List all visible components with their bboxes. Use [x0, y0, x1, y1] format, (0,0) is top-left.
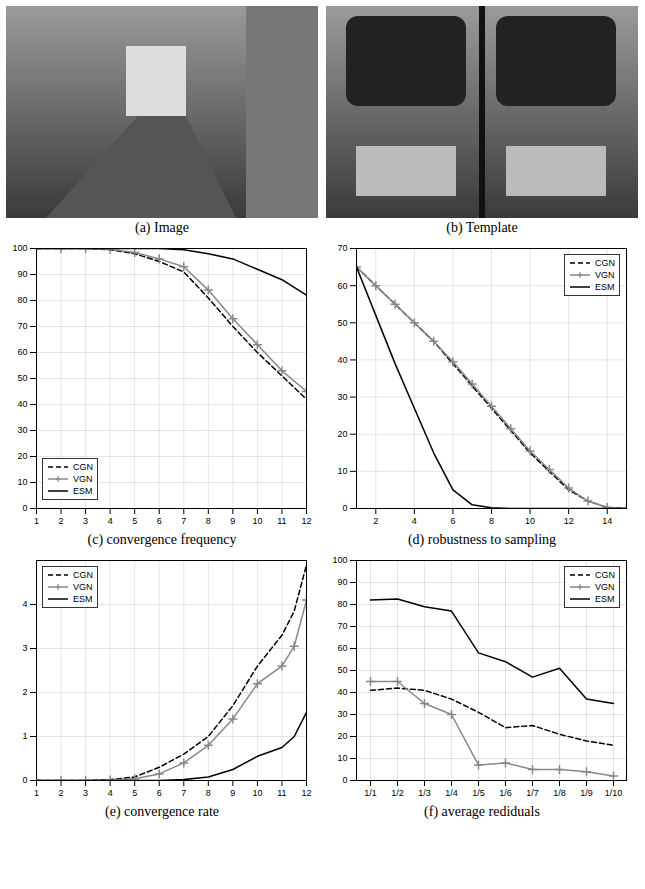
html-text:ESM: ESM	[73, 486, 93, 496]
svg-text:1: 1	[22, 731, 27, 741]
svg-text:30: 30	[337, 392, 347, 402]
svg-text:20: 20	[337, 731, 347, 741]
svg-text:10: 10	[337, 753, 347, 763]
svg-text:60: 60	[337, 643, 347, 653]
html-text:VGN: VGN	[73, 474, 93, 484]
html-text:(f) average rediduals: (f) average rediduals	[424, 804, 540, 819]
svg-text:2: 2	[373, 516, 378, 526]
svg-text:4: 4	[22, 599, 27, 609]
svg-text:60: 60	[17, 347, 27, 357]
html-text:CGN: CGN	[73, 570, 93, 580]
svg-text:8: 8	[489, 516, 494, 526]
html-text:(a) Image: (a) Image	[135, 220, 189, 235]
html-text:CGN: CGN	[595, 570, 615, 580]
svg-text:40: 40	[337, 355, 347, 365]
svg-text:80: 80	[17, 295, 27, 305]
svg-text:100: 100	[332, 555, 347, 565]
svg-text:12: 12	[564, 516, 574, 526]
svg-text:1/2: 1/2	[391, 788, 404, 798]
svg-text:3: 3	[83, 516, 88, 526]
svg-text:8: 8	[206, 516, 211, 526]
svg-text:10: 10	[525, 516, 535, 526]
html-text:VGN: VGN	[73, 582, 93, 592]
svg-text:4: 4	[412, 516, 417, 526]
svg-text:40: 40	[17, 399, 27, 409]
html-text:ESM: ESM	[595, 594, 615, 604]
svg-text:80: 80	[337, 599, 347, 609]
svg-text:50: 50	[337, 318, 347, 328]
html-text:ESM: ESM	[73, 594, 93, 604]
svg-text:90: 90	[17, 269, 27, 279]
html-text:(b) Template: (b) Template	[446, 220, 518, 235]
svg-text:0: 0	[22, 503, 27, 513]
html-text:CGN: CGN	[73, 462, 93, 472]
svg-text:70: 70	[337, 621, 347, 631]
html-text:CGN: CGN	[595, 258, 615, 268]
svg-text:4: 4	[108, 788, 113, 798]
svg-text:11: 11	[277, 788, 286, 798]
svg-text:3: 3	[83, 788, 88, 798]
svg-text:1/3: 1/3	[418, 788, 431, 798]
svg-text:20: 20	[17, 451, 27, 461]
svg-text:4: 4	[108, 516, 113, 526]
svg-text:40: 40	[337, 687, 347, 697]
html-text:(d) robustness to sampling: (d) robustness to sampling	[407, 532, 557, 547]
svg-text:70: 70	[17, 321, 27, 331]
svg-text:1/10: 1/10	[605, 788, 623, 798]
svg-text:6: 6	[157, 516, 162, 526]
svg-text:10: 10	[17, 477, 27, 487]
svg-text:70: 70	[337, 243, 347, 253]
svg-text:1/4: 1/4	[445, 788, 458, 798]
svg-text:1/8: 1/8	[553, 788, 566, 798]
svg-text:1: 1	[34, 788, 39, 798]
svg-text:5: 5	[132, 516, 137, 526]
svg-text:14: 14	[602, 516, 612, 526]
svg-text:10: 10	[252, 516, 262, 526]
svg-text:9: 9	[230, 788, 235, 798]
svg-text:9: 9	[230, 516, 235, 526]
html-text:VGN: VGN	[595, 582, 615, 592]
svg-text:1/5: 1/5	[472, 788, 485, 798]
svg-text:7: 7	[181, 516, 186, 526]
svg-text:12: 12	[301, 516, 311, 526]
svg-text:1/6: 1/6	[499, 788, 512, 798]
svg-text:12: 12	[301, 788, 311, 798]
svg-text:2: 2	[59, 516, 64, 526]
html-text:(c) convergence frequency: (c) convergence frequency	[87, 532, 237, 547]
svg-text:3: 3	[22, 643, 27, 653]
svg-text:7: 7	[181, 788, 186, 798]
svg-text:50: 50	[337, 665, 347, 675]
svg-text:10: 10	[252, 788, 262, 798]
svg-text:100: 100	[12, 243, 27, 253]
svg-text:1: 1	[34, 516, 39, 526]
svg-text:20: 20	[337, 429, 347, 439]
svg-text:50: 50	[17, 373, 27, 383]
svg-text:0: 0	[342, 503, 347, 513]
svg-text:1/7: 1/7	[526, 788, 539, 798]
svg-text:0: 0	[342, 775, 347, 785]
svg-text:5: 5	[132, 788, 137, 798]
html-text:(e) convergence rate: (e) convergence rate	[105, 804, 219, 819]
svg-text:60: 60	[337, 281, 347, 291]
svg-text:1/9: 1/9	[580, 788, 593, 798]
svg-text:6: 6	[157, 788, 162, 798]
svg-text:11: 11	[277, 516, 286, 526]
svg-text:30: 30	[337, 709, 347, 719]
svg-text:2: 2	[59, 788, 64, 798]
svg-text:6: 6	[450, 516, 455, 526]
svg-text:2: 2	[22, 687, 27, 697]
svg-text:10: 10	[337, 466, 347, 476]
svg-text:0: 0	[22, 775, 27, 785]
svg-text:1/1: 1/1	[364, 788, 377, 798]
html-text:VGN: VGN	[595, 270, 615, 280]
html-text:ESM: ESM	[595, 282, 615, 292]
svg-text:90: 90	[337, 577, 347, 587]
svg-text:8: 8	[206, 788, 211, 798]
svg-text:30: 30	[17, 425, 27, 435]
